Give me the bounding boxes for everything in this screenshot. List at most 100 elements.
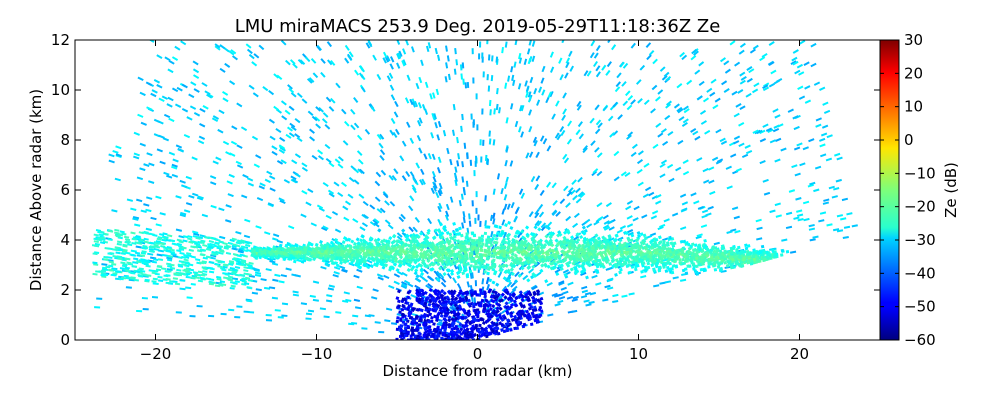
echo-pixel	[762, 178, 769, 183]
echo-pixel	[280, 40, 287, 46]
echo-pixel	[401, 281, 408, 286]
echo-pixel	[462, 216, 466, 224]
echo-pixel	[826, 134, 833, 139]
echo-pixel	[225, 204, 232, 209]
echo-pixel	[290, 92, 297, 98]
echo-pixel	[767, 128, 774, 133]
echo-pixel	[469, 264, 473, 268]
echo-pixel	[595, 282, 602, 286]
echo-pixel	[615, 81, 622, 88]
echo-pixel	[554, 132, 560, 139]
echo-pixel	[425, 284, 432, 290]
echo-pixel	[276, 160, 284, 165]
echo-pixel	[442, 130, 447, 137]
echo-pixel	[318, 155, 324, 161]
echo-pixel	[384, 200, 390, 206]
echo-pixel	[524, 80, 528, 87]
echo-pixel	[796, 209, 803, 213]
echo-pixel	[563, 185, 569, 192]
echo-pixel	[310, 58, 317, 64]
echo-pixel	[372, 54, 377, 61]
echo-pixel	[672, 276, 679, 280]
echo-pixel	[471, 239, 475, 243]
echo-pixel	[389, 129, 395, 136]
echo-pixel	[384, 319, 391, 323]
echo-pixel	[756, 226, 763, 231]
echo-pixel	[171, 173, 179, 178]
echo-pixel	[168, 59, 175, 65]
echo-pixel	[820, 132, 828, 137]
echo-pixel	[175, 228, 183, 232]
echo-pixel	[325, 214, 332, 220]
echo-pixel	[570, 189, 576, 196]
echo-pixel	[741, 153, 749, 159]
echo-pixel	[619, 225, 627, 230]
echo-pixel	[414, 284, 421, 290]
echo-pixel	[510, 288, 517, 294]
echo-pixel	[822, 201, 830, 205]
echo-pixel	[765, 127, 773, 132]
echo-pixel	[755, 218, 762, 223]
echo-pixel	[558, 296, 566, 300]
echo-pixel	[479, 139, 482, 146]
echo-pixel	[222, 90, 229, 96]
echo-pixel	[265, 313, 272, 317]
echo-pixel	[612, 293, 619, 298]
echo-pixel	[324, 124, 331, 130]
echo-pixel	[388, 284, 395, 289]
echo-pixel	[321, 226, 328, 232]
echo-pixel	[255, 154, 262, 159]
echo-pixel	[240, 126, 248, 132]
echo-pixel	[828, 185, 835, 190]
echo-pixel	[115, 153, 122, 158]
echo-pixel	[474, 160, 477, 167]
echo-pixel	[291, 178, 299, 184]
echo-pixel	[305, 312, 313, 316]
echo-pixel	[645, 42, 652, 48]
echo-pixel	[344, 57, 350, 64]
echo-pixel	[624, 231, 629, 235]
echo-pixel	[431, 171, 436, 178]
echo-pixel	[433, 182, 438, 189]
echo-pixel	[328, 284, 335, 288]
echo-pixel	[235, 160, 242, 166]
echo-pixel	[559, 198, 566, 205]
echo-pixel	[523, 58, 528, 65]
echo-pixel	[762, 257, 767, 262]
echo-pixel	[709, 262, 714, 266]
echo-pixel	[799, 40, 806, 45]
echo-pixel	[676, 106, 683, 113]
echo-pixel	[726, 230, 733, 234]
echo-pixel	[151, 89, 158, 94]
echo-pixel	[353, 122, 360, 129]
echo-pixel	[562, 108, 567, 115]
echo-pixel	[333, 266, 341, 270]
echo-pixel	[851, 224, 858, 228]
echo-pixel	[505, 117, 509, 124]
echo-pixel	[832, 228, 840, 232]
echo-pixel	[625, 264, 630, 269]
echo-pixel	[379, 154, 385, 161]
echo-pixel	[815, 123, 822, 128]
echo-pixel	[796, 142, 803, 147]
echo-pixel	[420, 168, 425, 176]
echo-pixel	[139, 167, 146, 172]
echo-pixel	[197, 195, 204, 200]
echo-pixel	[171, 163, 178, 168]
echo-pixel	[473, 243, 477, 247]
echo-pixel	[502, 231, 508, 239]
echo-pixel	[731, 258, 735, 262]
echo-pixel	[819, 86, 826, 91]
echo-pixel	[718, 254, 722, 258]
echo-pixel	[725, 264, 730, 268]
echo-pixel	[206, 93, 213, 99]
echo-pixel	[141, 296, 148, 300]
echo-pixel	[382, 192, 389, 199]
echo-pixel	[495, 56, 499, 63]
echo-pixel	[671, 212, 679, 217]
echo-pixel	[554, 246, 559, 251]
echo-pixel	[651, 210, 659, 215]
echo-pixel	[290, 175, 297, 181]
echo-pixel	[719, 57, 727, 63]
echo-pixel	[568, 50, 573, 57]
